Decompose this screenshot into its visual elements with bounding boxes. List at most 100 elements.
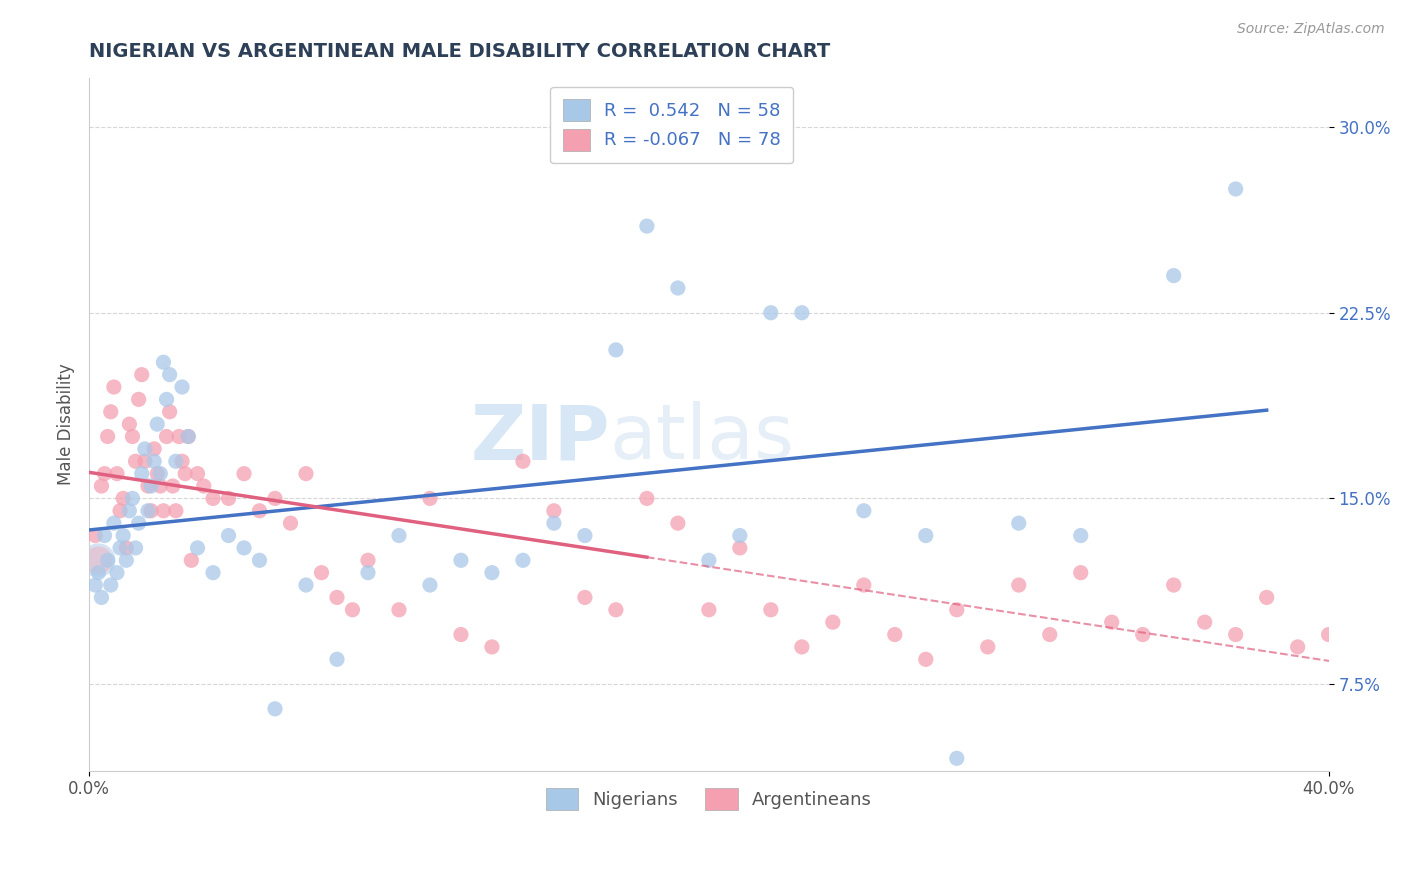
- Point: [159, 368, 181, 382]
- Point: [249, 504, 271, 518]
- Point: [128, 392, 150, 407]
- Text: atlas: atlas: [610, 401, 794, 475]
- Point: [914, 652, 936, 666]
- Point: [193, 479, 215, 493]
- Point: [118, 504, 141, 518]
- Point: [636, 219, 658, 233]
- Point: [1194, 615, 1216, 630]
- Point: [155, 392, 177, 407]
- Point: [134, 454, 156, 468]
- Point: [115, 541, 138, 555]
- Point: [143, 454, 166, 468]
- Point: [357, 566, 380, 580]
- Point: [139, 479, 162, 493]
- Point: [84, 578, 107, 592]
- Point: [883, 627, 905, 641]
- Point: [97, 553, 120, 567]
- Point: [636, 491, 658, 506]
- Point: [481, 566, 503, 580]
- Point: [1132, 627, 1154, 641]
- Point: [280, 516, 302, 530]
- Point: [295, 578, 318, 592]
- Point: [759, 306, 782, 320]
- Point: [97, 429, 120, 443]
- Point: [139, 504, 162, 518]
- Point: [666, 516, 689, 530]
- Point: [134, 442, 156, 456]
- Point: [165, 504, 187, 518]
- Point: [93, 528, 115, 542]
- Point: [170, 380, 193, 394]
- Point: [115, 553, 138, 567]
- Point: [103, 516, 125, 530]
- Point: [112, 491, 135, 506]
- Point: [945, 603, 967, 617]
- Point: [342, 603, 364, 617]
- Point: [131, 467, 153, 481]
- Point: [90, 591, 112, 605]
- Point: [1039, 627, 1062, 641]
- Point: [311, 566, 333, 580]
- Point: [852, 578, 875, 592]
- Text: Source: ZipAtlas.com: Source: ZipAtlas.com: [1237, 22, 1385, 37]
- Point: [100, 578, 122, 592]
- Point: [1256, 591, 1278, 605]
- Point: [481, 640, 503, 654]
- Point: [543, 516, 565, 530]
- Point: [128, 516, 150, 530]
- Point: [180, 553, 202, 567]
- Point: [1070, 528, 1092, 542]
- Point: [155, 429, 177, 443]
- Point: [1008, 516, 1031, 530]
- Point: [419, 491, 441, 506]
- Point: [159, 405, 181, 419]
- Point: [87, 553, 110, 567]
- Point: [170, 454, 193, 468]
- Text: NIGERIAN VS ARGENTINEAN MALE DISABILITY CORRELATION CHART: NIGERIAN VS ARGENTINEAN MALE DISABILITY …: [89, 42, 831, 61]
- Point: [233, 541, 256, 555]
- Point: [977, 640, 1000, 654]
- Point: [1317, 627, 1340, 641]
- Point: [388, 528, 411, 542]
- Point: [295, 467, 318, 481]
- Point: [121, 491, 143, 506]
- Point: [218, 528, 240, 542]
- Point: [152, 504, 174, 518]
- Point: [202, 491, 225, 506]
- Point: [1225, 627, 1247, 641]
- Point: [945, 751, 967, 765]
- Point: [162, 479, 184, 493]
- Point: [790, 640, 813, 654]
- Point: [1070, 566, 1092, 580]
- Point: [108, 504, 131, 518]
- Point: [1379, 640, 1402, 654]
- Point: [118, 417, 141, 431]
- Point: [697, 603, 720, 617]
- Point: [543, 504, 565, 518]
- Point: [512, 454, 534, 468]
- Point: [1225, 182, 1247, 196]
- Point: [450, 553, 472, 567]
- Point: [112, 528, 135, 542]
- Point: [87, 566, 110, 580]
- Point: [666, 281, 689, 295]
- Point: [149, 467, 172, 481]
- Point: [202, 566, 225, 580]
- Point: [728, 541, 751, 555]
- Point: [1163, 268, 1185, 283]
- Point: [852, 504, 875, 518]
- Point: [84, 528, 107, 542]
- Point: [177, 429, 200, 443]
- Point: [574, 528, 596, 542]
- Point: [326, 652, 349, 666]
- Point: [914, 528, 936, 542]
- Point: [1163, 578, 1185, 592]
- Point: [124, 454, 146, 468]
- Point: [574, 591, 596, 605]
- Point: [100, 405, 122, 419]
- Point: [121, 429, 143, 443]
- Point: [167, 429, 190, 443]
- Point: [105, 566, 128, 580]
- Point: [419, 578, 441, 592]
- Point: [218, 491, 240, 506]
